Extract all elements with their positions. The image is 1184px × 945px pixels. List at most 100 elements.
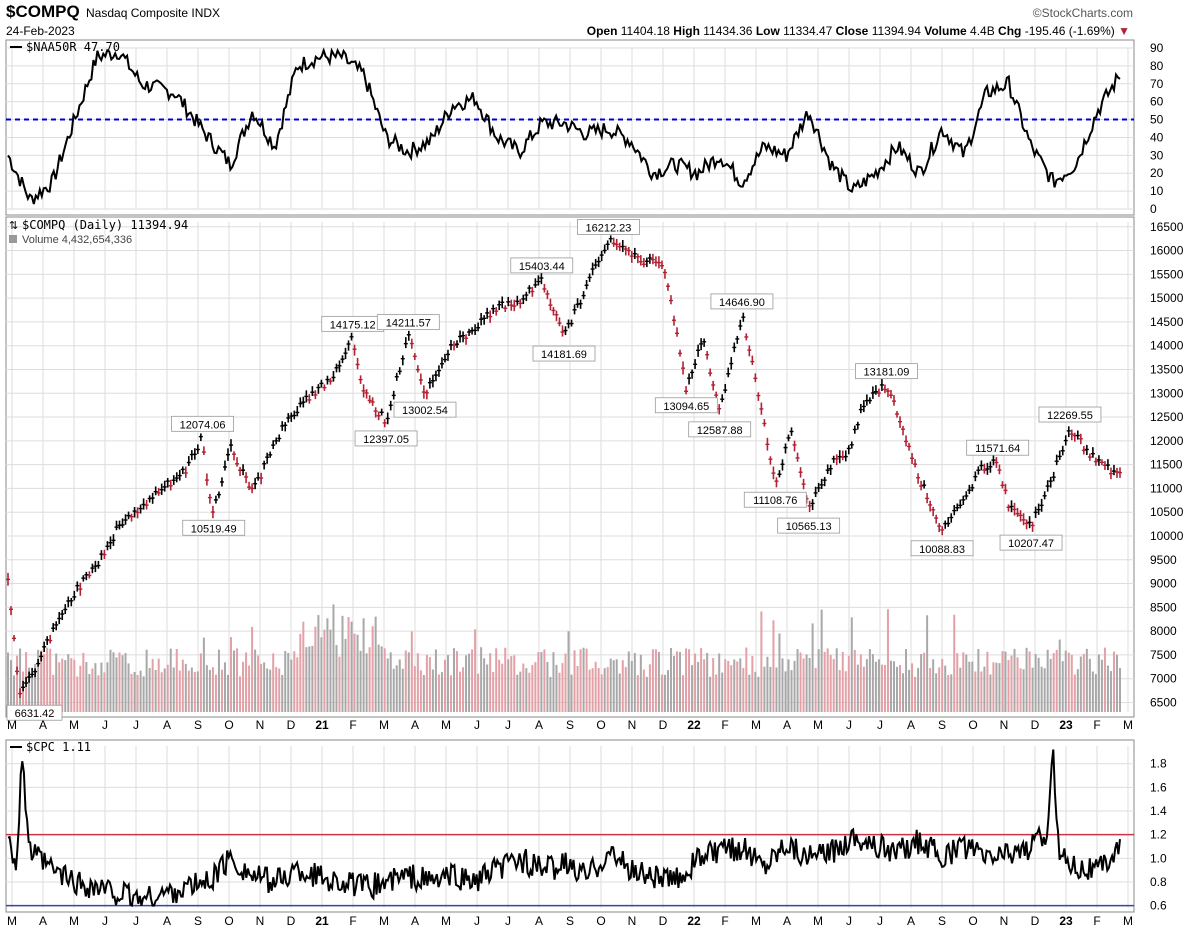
volume-bar — [802, 658, 805, 712]
1-y-tick-label: 14500 — [1150, 315, 1184, 329]
volume-bar — [446, 654, 449, 712]
volume-bar — [1004, 651, 1007, 712]
volume-bar — [691, 665, 694, 712]
volume-bar — [299, 633, 302, 712]
volume-bar — [350, 621, 353, 712]
volume-bar — [974, 671, 977, 712]
1-y-tick-label: 15000 — [1150, 291, 1184, 305]
volume-bar — [359, 650, 362, 712]
volume-bar — [778, 633, 781, 712]
volume-bar — [1079, 656, 1082, 712]
volume-bar — [552, 652, 555, 712]
price-annotation-box — [354, 430, 418, 447]
x-tick-label: A — [907, 914, 915, 928]
price-annotation-label: 12074.06 — [180, 419, 226, 431]
volume-bar — [320, 637, 323, 712]
volume-bar — [486, 664, 489, 712]
volume-bar — [1028, 651, 1031, 712]
volume-bar — [208, 669, 211, 712]
volume-bar — [648, 664, 651, 712]
volume-bar — [841, 651, 844, 712]
volume-bar — [434, 649, 437, 712]
volume-bar — [70, 658, 73, 712]
volume-bar — [1010, 655, 1013, 712]
volume-bar — [483, 658, 486, 712]
x-tick-label: M — [751, 718, 761, 732]
volume-bar — [1094, 674, 1097, 712]
volume-bar — [329, 629, 332, 712]
volume-bar — [751, 655, 754, 712]
volume-bar — [425, 654, 428, 712]
volume-bar — [1070, 654, 1073, 712]
volume-bar — [341, 615, 344, 712]
volume-bar — [564, 653, 567, 712]
volume-bar — [929, 667, 932, 712]
volume-bar — [739, 658, 742, 712]
volume-bar — [892, 661, 895, 712]
x-tick-label: N — [256, 914, 265, 928]
volume-bar — [609, 658, 612, 712]
volume-bar — [651, 649, 654, 712]
volume-bar — [323, 629, 326, 712]
volume-bar — [808, 658, 811, 712]
volume-bar — [404, 650, 407, 712]
x-tick-label: M — [441, 718, 451, 732]
x-tick-label: J — [505, 718, 511, 732]
volume-bar — [1091, 671, 1094, 712]
panel-2-frame — [5, 216, 1135, 718]
brand-watermark: ©StockCharts.com — [1033, 6, 1133, 20]
x-tick-label: A — [39, 718, 47, 732]
volume-bar — [453, 648, 456, 712]
x-tick-label: 21 — [315, 718, 329, 732]
price-annotation-box — [510, 257, 574, 274]
x-tick-label: D — [287, 914, 296, 928]
compq-legend-label: $COMPQ (Daily) 11394.94 — [22, 218, 188, 232]
volume-bar — [94, 663, 97, 712]
x-tick-label: J — [846, 914, 852, 928]
volume-bar — [760, 611, 763, 712]
volume-bar — [1052, 653, 1055, 712]
volume-bar — [534, 662, 537, 712]
x-tick-label: S — [938, 718, 946, 732]
cpc-legend-label: $CPC 1.11 — [26, 740, 91, 754]
x-tick-label: M — [1123, 914, 1133, 928]
volume-bar — [669, 647, 672, 712]
volume-bar — [109, 649, 112, 712]
0-y-tick-label: 60 — [1150, 95, 1164, 109]
x-tick-label: D — [659, 718, 668, 732]
x-tick-label: N — [628, 914, 637, 928]
volume-bar — [190, 667, 193, 712]
volume-bar — [621, 660, 624, 712]
volume-bar — [513, 655, 516, 712]
volume-bar — [293, 651, 296, 712]
volume-bar — [902, 673, 905, 712]
volume-bar — [281, 674, 284, 712]
volume-bar — [193, 671, 196, 712]
1-y-tick-label: 10000 — [1150, 529, 1184, 543]
volume-bar — [163, 668, 166, 712]
x-tick-label: M — [379, 914, 389, 928]
volume-bar — [196, 671, 199, 712]
volume-bar — [326, 618, 329, 712]
panel-1-frame — [5, 39, 1135, 216]
0-y-tick-label: 90 — [1150, 41, 1164, 55]
x-tick-label: A — [163, 718, 171, 732]
volume-bar — [941, 658, 944, 712]
volume-bar — [835, 648, 838, 712]
volume-bar — [859, 654, 862, 712]
volume-bar — [947, 674, 950, 712]
volume-bar — [561, 663, 564, 712]
panel-1-legend: $NAA50R 47.70 — [10, 40, 120, 54]
x-tick-label: M — [69, 718, 79, 732]
1-y-tick-label: 8500 — [1150, 600, 1177, 614]
volume-bar — [401, 668, 404, 712]
x-tick-label: M — [751, 914, 761, 928]
volume-bar — [865, 659, 868, 712]
x-tick-label: N — [1000, 718, 1009, 732]
volume-bar — [1109, 671, 1112, 712]
volume-bar — [492, 671, 495, 712]
volume-bar — [230, 637, 233, 712]
price-annotation-box — [777, 517, 841, 534]
price-annotation-box — [376, 314, 440, 331]
volume-bar — [709, 676, 712, 712]
